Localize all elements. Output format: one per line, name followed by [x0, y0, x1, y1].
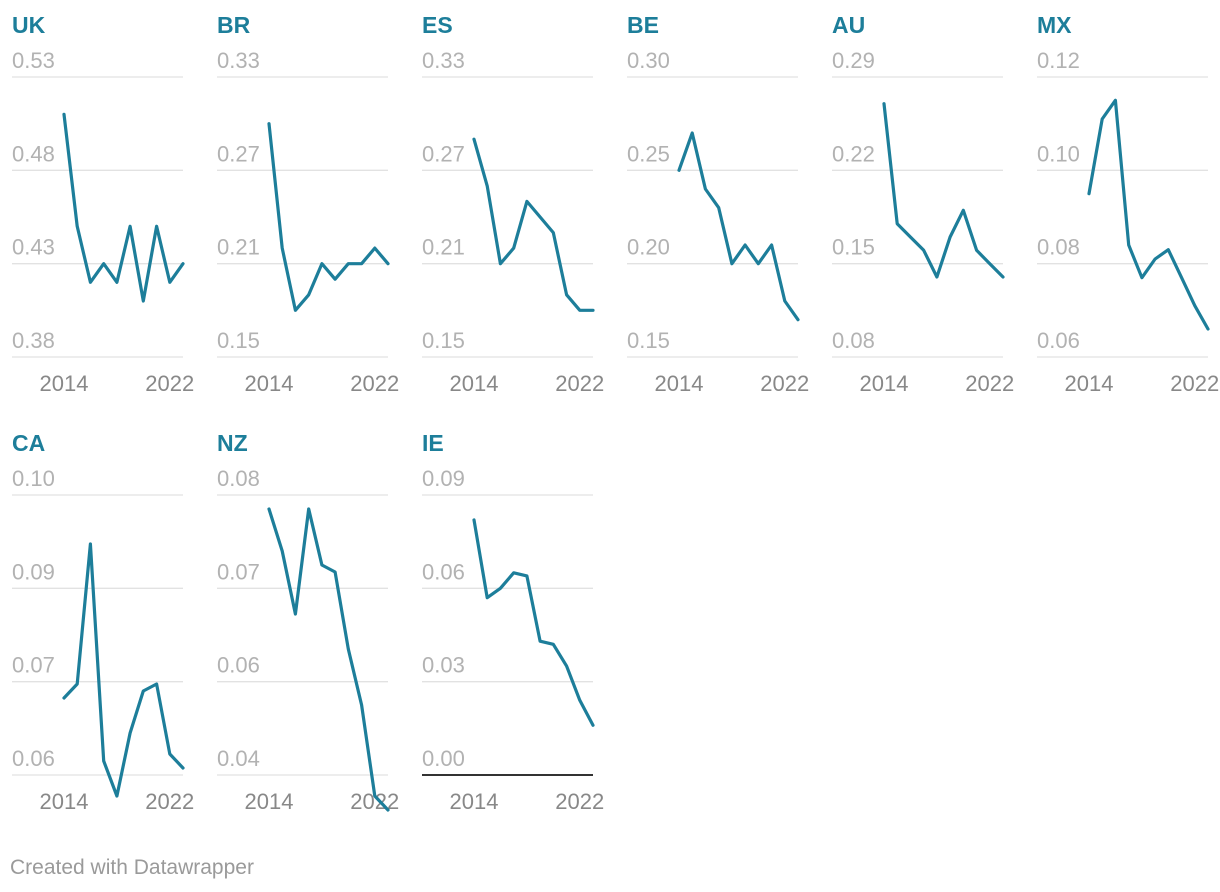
y-tick-br: 0.27	[217, 141, 260, 166]
x-tick-au: 2014	[860, 371, 909, 396]
series-line-ie	[472, 518, 595, 727]
y-tick-es: 0.21	[422, 235, 465, 260]
series-line-mx	[1087, 98, 1210, 331]
x-tick-be: 2014	[655, 371, 704, 396]
panel-title-es: ES	[422, 12, 453, 38]
series-line-ca	[62, 542, 185, 798]
x-tick-be: 2022	[760, 371, 809, 396]
y-tick-be: 0.15	[627, 328, 670, 353]
y-tick-au: 0.29	[832, 48, 875, 73]
y-tick-uk: 0.43	[12, 235, 55, 260]
y-tick-be: 0.30	[627, 48, 670, 73]
x-tick-ie: 2014	[450, 789, 499, 814]
series-line-es	[472, 137, 595, 312]
y-tick-be: 0.25	[627, 141, 670, 166]
y-tick-ie: 0.06	[422, 559, 465, 584]
x-tick-uk: 2022	[145, 371, 194, 396]
x-tick-nz: 2014	[245, 789, 294, 814]
y-tick-ie: 0.03	[422, 653, 465, 678]
x-tick-br: 2014	[245, 371, 294, 396]
series-line-nz	[267, 507, 390, 812]
x-tick-ie: 2022	[555, 789, 604, 814]
panel-title-nz: NZ	[217, 430, 248, 456]
y-tick-nz: 0.08	[217, 466, 260, 491]
x-tick-br: 2022	[350, 371, 399, 396]
x-tick-au: 2022	[965, 371, 1014, 396]
y-tick-ie: 0.00	[422, 746, 465, 771]
y-tick-ie: 0.09	[422, 466, 465, 491]
panel-title-be: BE	[627, 12, 659, 38]
x-tick-es: 2022	[555, 371, 604, 396]
y-tick-be: 0.20	[627, 235, 670, 260]
x-tick-es: 2014	[450, 371, 499, 396]
x-tick-ca: 2014	[40, 789, 89, 814]
y-tick-au: 0.22	[832, 141, 875, 166]
y-tick-mx: 0.06	[1037, 328, 1080, 353]
y-tick-mx: 0.12	[1037, 48, 1080, 73]
y-tick-au: 0.15	[832, 235, 875, 260]
y-tick-mx: 0.10	[1037, 141, 1080, 166]
series-line-uk	[62, 112, 185, 303]
y-tick-ca: 0.10	[12, 466, 55, 491]
y-tick-mx: 0.08	[1037, 235, 1080, 260]
y-tick-br: 0.15	[217, 328, 260, 353]
panel-title-ca: CA	[12, 430, 45, 456]
panel-title-br: BR	[217, 12, 251, 38]
panel-title-au: AU	[832, 12, 865, 38]
x-tick-uk: 2014	[40, 371, 89, 396]
y-tick-br: 0.33	[217, 48, 260, 73]
y-tick-uk: 0.53	[12, 48, 55, 73]
x-tick-ca: 2022	[145, 789, 194, 814]
y-tick-uk: 0.48	[12, 141, 55, 166]
panel-title-uk: UK	[12, 12, 46, 38]
x-tick-mx: 2022	[1170, 371, 1219, 396]
series-line-au	[882, 102, 1005, 279]
y-tick-br: 0.21	[217, 235, 260, 260]
y-tick-au: 0.08	[832, 328, 875, 353]
series-line-be	[677, 131, 800, 322]
y-tick-nz: 0.06	[217, 653, 260, 678]
y-tick-ca: 0.06	[12, 746, 55, 771]
y-tick-ca: 0.09	[12, 559, 55, 584]
y-tick-es: 0.33	[422, 48, 465, 73]
y-tick-nz: 0.04	[217, 746, 260, 771]
panel-title-mx: MX	[1037, 12, 1072, 38]
x-tick-mx: 2014	[1065, 371, 1114, 396]
panel-title-ie: IE	[422, 430, 444, 456]
y-tick-uk: 0.38	[12, 328, 55, 353]
series-line-br	[267, 122, 390, 312]
y-tick-nz: 0.07	[217, 559, 260, 584]
y-tick-ca: 0.07	[12, 653, 55, 678]
y-tick-es: 0.15	[422, 328, 465, 353]
credit-text: Created with Datawrapper	[10, 856, 254, 879]
y-tick-es: 0.27	[422, 141, 465, 166]
